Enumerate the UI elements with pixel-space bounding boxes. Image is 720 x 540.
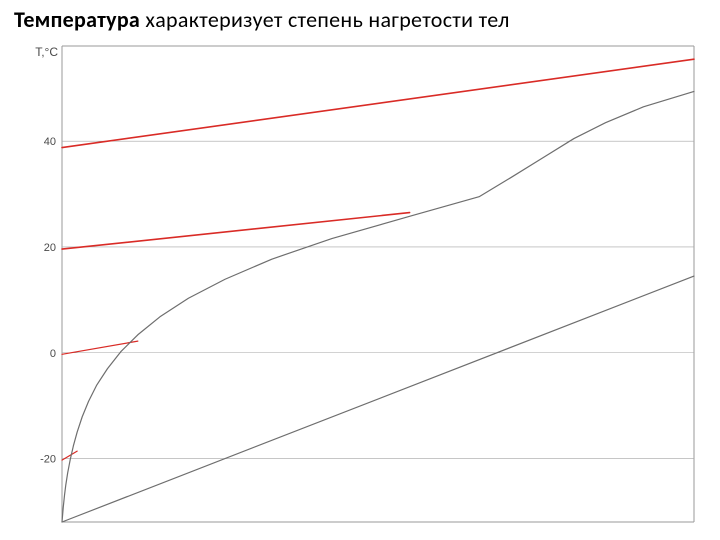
svg-text:T,°C: T,°C (35, 45, 58, 59)
svg-text:40: 40 (44, 136, 56, 148)
temperature-chart: -20 0 20 40 T,°C (22, 40, 698, 528)
svg-text:-20: -20 (40, 454, 56, 466)
chart-svg: -20 0 20 40 T,°C (22, 40, 698, 528)
title-rest: характеризует степень нагретости тел (140, 6, 510, 33)
title-bold: Температура (14, 6, 140, 33)
svg-text:20: 20 (44, 242, 56, 254)
svg-text:0: 0 (50, 348, 56, 360)
page-title: Температура характеризует степень нагрет… (14, 6, 510, 33)
